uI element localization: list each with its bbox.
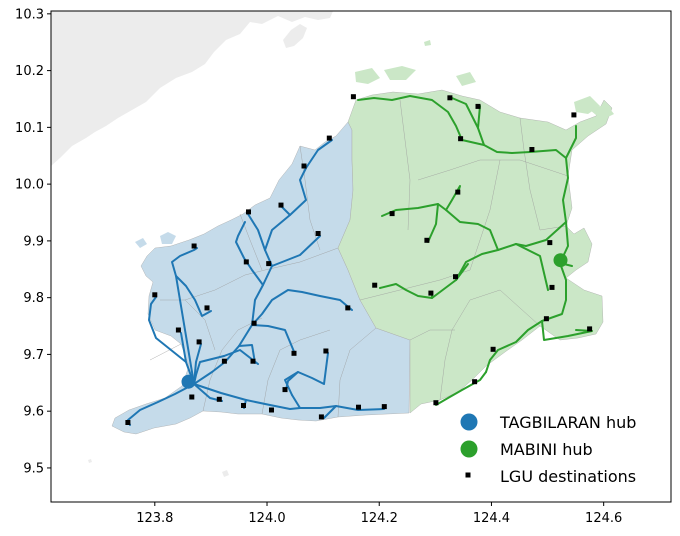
y-tick-label: 9.6 — [23, 405, 44, 420]
lgu-destination-marker — [475, 103, 481, 109]
background-landmass — [51, 11, 333, 166]
legend-marker-mabini — [460, 440, 478, 458]
lgu-destination-marker — [455, 189, 461, 195]
municipal-boundaries — [149, 99, 569, 418]
legend-marker-tagbilaran — [460, 413, 478, 431]
mabini-islet — [384, 66, 416, 80]
lgu-destination-marker — [241, 403, 246, 408]
legend-marker-lgu — [465, 472, 471, 478]
mabini-islet — [590, 104, 614, 120]
mabini-islet — [355, 68, 380, 84]
lgu-destination-marker — [189, 394, 195, 400]
legend: TAGBILARAN hub MABINI hub LGU destinatio… — [460, 413, 636, 486]
lgu-destination-marker — [549, 284, 555, 290]
lgu-destination-marker — [472, 379, 478, 385]
mabini-hub-marker — [553, 253, 568, 268]
background-islet — [222, 470, 229, 477]
lgu-destination-marker — [266, 261, 272, 267]
x-tick-label: 124.2 — [361, 511, 398, 526]
lgu-destination-marker — [372, 282, 378, 288]
lgu-destination-marker — [458, 136, 464, 142]
lgu-destination-marker — [381, 404, 387, 410]
lgu-destination-marker — [191, 243, 197, 249]
lgu-destination-marker — [433, 400, 439, 406]
lgu-destination-marker — [356, 404, 361, 410]
y-tick-label: 10.0 — [15, 178, 44, 193]
lgu-destination-marker — [389, 211, 395, 217]
lgu-destination-marker — [175, 327, 181, 333]
tagbilaran-islet — [135, 238, 147, 248]
y-tick-label: 10.2 — [15, 64, 44, 79]
lgu-destination-marker — [350, 94, 356, 100]
lgu-destination-marker — [301, 163, 307, 169]
lgu-destination-marker — [587, 326, 593, 332]
lgu-destination-marker — [251, 320, 257, 326]
mabini-islet — [456, 72, 476, 86]
y-tick-label: 9.8 — [23, 291, 44, 306]
lgu-destination-marker — [345, 305, 351, 311]
lgu-destination-marker — [216, 396, 222, 402]
lgu-destination-marker — [291, 350, 297, 356]
lgu-destination-marker — [221, 358, 227, 364]
mabini-region — [337, 89, 613, 414]
y-tick-label: 10.3 — [15, 7, 44, 22]
lgu-destination-marker — [323, 348, 329, 354]
x-tick-label: 124.6 — [585, 511, 622, 526]
lgu-destination-marker — [204, 305, 210, 311]
lgu-destination-marker — [543, 316, 549, 322]
x-tick-label: 124.0 — [248, 511, 285, 526]
y-tick-label: 9.9 — [23, 234, 44, 249]
x-tick-label: 123.8 — [136, 511, 173, 526]
lgu-destination-marker — [315, 231, 321, 236]
lgu-destination-marker — [453, 274, 458, 280]
lgu-destination-marker — [490, 346, 496, 352]
lgu-destination-marker — [278, 202, 284, 208]
lgu-destination-marker — [250, 358, 256, 364]
axes-frame — [50, 10, 672, 503]
mabini-islet — [424, 40, 431, 46]
lgu-destination-marker — [246, 209, 251, 215]
lgu-destination-marker — [529, 147, 535, 152]
tagbilaran-islet — [160, 232, 176, 244]
lgu-destination-marker — [326, 135, 332, 141]
tagbilaran-region — [111, 121, 411, 435]
lgu-destination-marker — [318, 414, 324, 420]
lgu-destination-marker — [447, 95, 453, 101]
lgu-destination-marker — [196, 339, 202, 345]
legend-label-mabini: MABINI hub — [500, 440, 593, 459]
lgu-destination-marker — [424, 237, 430, 243]
y-tick-label: 9.7 — [23, 348, 44, 363]
lgu-destination-marker — [428, 290, 434, 296]
mabini-routes — [357, 95, 593, 406]
lgu-destination-marker — [152, 292, 158, 298]
lgu-destination-marker — [547, 240, 553, 246]
y-tick-label: 9.5 — [23, 461, 44, 476]
lgu-destination-marker — [282, 387, 288, 393]
background-islet — [283, 24, 307, 48]
x-tick-label: 124.4 — [473, 511, 510, 526]
tagbilaran-hub-marker — [181, 374, 196, 389]
y-tick-label: 10.1 — [15, 121, 44, 136]
legend-label-tagbilaran: TAGBILARAN hub — [499, 413, 636, 432]
lgu-destination-marker — [571, 112, 577, 118]
lgu-destination-marker — [125, 420, 131, 425]
lgu-destination-marker — [243, 259, 249, 265]
legend-label-lgu: LGU destinations — [500, 467, 636, 486]
lgu-destination-marker — [269, 407, 274, 413]
background-islet — [88, 459, 92, 463]
